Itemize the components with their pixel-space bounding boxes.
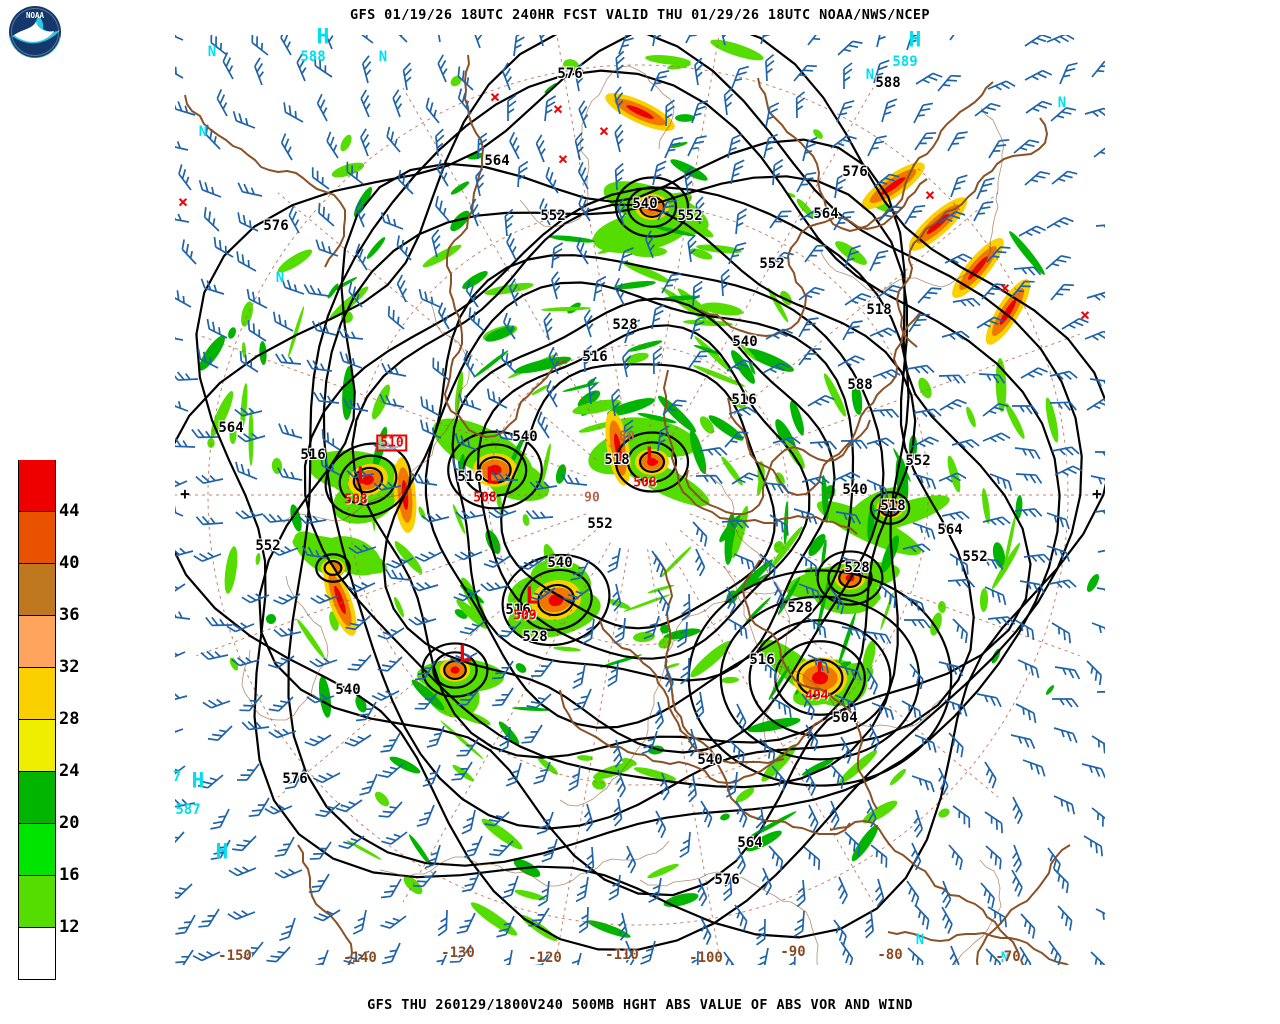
colorbar-segment (19, 460, 55, 512)
colorbar-tick-label: 36 (59, 605, 80, 625)
colorbar-segment (19, 668, 55, 720)
colorbar-tick-label: 40 (59, 553, 80, 573)
colorbar-segment (19, 824, 55, 876)
colorbar-tick-label: 12 (59, 917, 80, 937)
noaa-logo-graphic: NOAA (9, 6, 61, 58)
colorbar-tick-label: 32 (59, 657, 80, 677)
coastline-layer (184, 54, 1071, 965)
vorticity-colorbar: 44 40 36 32 28 24 20 16 12 (18, 460, 79, 980)
chart-caption: GFS THU 260129/1800V240 500MB HGHT ABS V… (367, 997, 913, 1013)
colorbar-segment (19, 512, 55, 564)
colorbar-tick-label: 28 (59, 709, 80, 729)
height-contour-layer (175, 35, 1105, 951)
chart-title: GFS 01/19/26 18UTC 240HR FCST VALID THU … (350, 7, 930, 23)
colorbar-tick-label: 24 (59, 761, 80, 781)
colorbar-segment (19, 564, 55, 616)
noaa-logo-ring (11, 8, 59, 56)
noaa-logo: NOAA (8, 5, 62, 59)
noaa-logo-text: NOAA (26, 11, 45, 20)
colorbar-segment (19, 876, 55, 928)
colorbar-tick-label: 44 (59, 501, 80, 521)
colorbar-segment (19, 772, 55, 824)
colorbar-segment (19, 720, 55, 772)
colorbar-segment (19, 928, 55, 980)
colorbar-tick-label: 16 (59, 865, 80, 885)
noaa-logo-bird (14, 22, 54, 42)
colorbar-segment (19, 616, 55, 668)
colorbar-tick-label: 20 (59, 813, 80, 833)
